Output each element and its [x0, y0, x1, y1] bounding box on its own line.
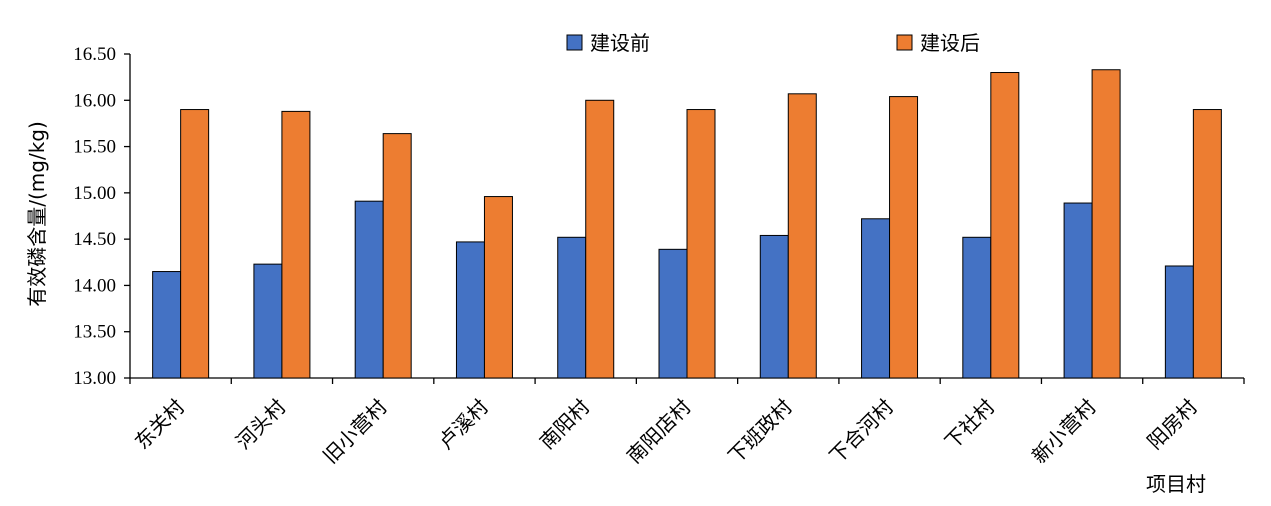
- x-tick-label: 下班政村: [723, 395, 797, 469]
- bar-before: [354, 200, 384, 379]
- x-tick-label: 旧小营村: [318, 395, 392, 469]
- x-tick-label: 南阳店村: [622, 395, 696, 469]
- legend-label: 建设后: [920, 31, 980, 55]
- y-tick-label: 14.00: [73, 275, 116, 296]
- legend-label: 建设前: [590, 31, 650, 55]
- x-tick-label: 下合河村: [825, 395, 899, 469]
- bar-after: [686, 109, 716, 379]
- bar-after: [382, 133, 412, 379]
- x-tick-label: 新小营村: [1027, 395, 1101, 469]
- x-tick-label: 卢溪村: [434, 395, 493, 454]
- x-tick-label: 下社村: [940, 395, 999, 454]
- bar-before: [1063, 202, 1093, 379]
- x-axis-label: 项目村: [1146, 472, 1206, 496]
- bar-after: [1192, 109, 1222, 379]
- bar-before: [557, 236, 587, 379]
- bar-after: [1091, 69, 1121, 379]
- bar-after: [990, 72, 1020, 379]
- bar-after: [889, 96, 919, 379]
- bar-after: [585, 99, 615, 379]
- bar-before: [962, 236, 992, 379]
- bar-before: [152, 271, 182, 379]
- y-tick-label: 14.50: [73, 229, 116, 250]
- x-tick-label: 东关村: [130, 395, 189, 454]
- x-tick-label: 河头村: [231, 395, 290, 454]
- bar-after: [180, 109, 210, 379]
- bar-before: [658, 248, 688, 379]
- bar-before: [759, 234, 789, 379]
- bar-before: [455, 241, 485, 379]
- y-tick-label: 15.50: [73, 137, 116, 158]
- bar-after: [483, 196, 513, 379]
- y-axis-label: 有效磷含量/(mg/kg): [25, 121, 49, 307]
- bar-before: [253, 263, 283, 379]
- x-tick-label: 阳房村: [1143, 395, 1202, 454]
- x-tick-label: 南阳村: [535, 395, 594, 454]
- y-tick-label: 13.50: [73, 322, 116, 343]
- legend-swatch: [896, 34, 913, 51]
- bar-before: [861, 218, 891, 379]
- x-axis: 东关村 河头村 旧小营村 卢溪村 南阳村 南阳店村 下班政村 下合河村 下社村 新小营村 阳房村: [129, 377, 1245, 469]
- y-tick-label: 15.00: [73, 183, 116, 204]
- bar-after: [281, 110, 311, 379]
- bar-after: [787, 93, 817, 379]
- y-axis: 13.00 13.50 14.00 14.50 15.00 15.50 16.00 16.50: [73, 44, 131, 389]
- bar-before: [1164, 265, 1194, 379]
- y-tick-label: 16.50: [73, 44, 116, 65]
- y-tick-label: 16.00: [73, 90, 116, 111]
- bars: [152, 69, 1222, 379]
- legend: 建设前 建设后: [566, 31, 980, 55]
- y-tick-label: 13.00: [73, 368, 116, 389]
- legend-swatch: [566, 34, 583, 51]
